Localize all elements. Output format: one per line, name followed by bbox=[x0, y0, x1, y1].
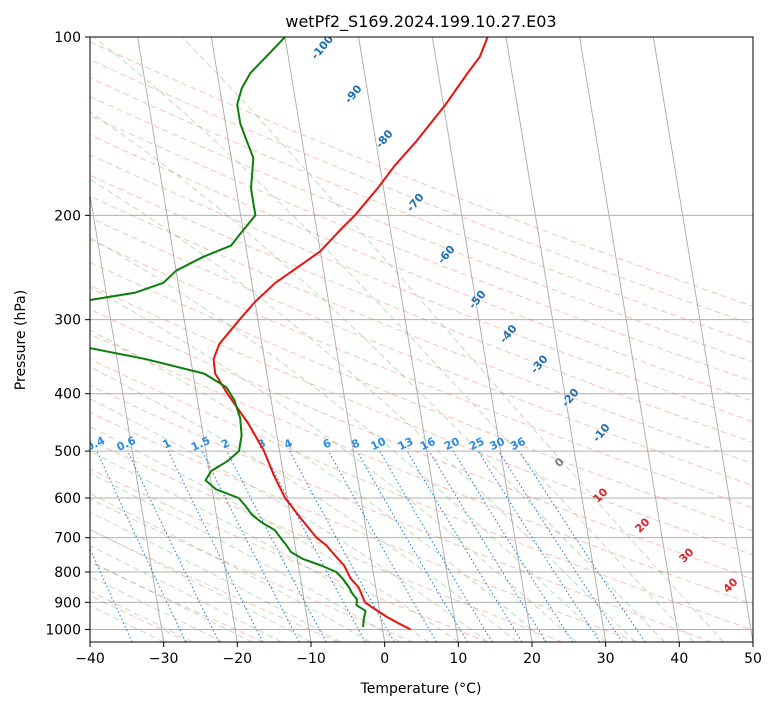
moist-adiabat-line bbox=[90, 473, 400, 642]
moist-adiabat-line bbox=[90, 178, 636, 642]
moist-adiabat-line bbox=[90, 237, 607, 642]
x-tick-label: 50 bbox=[744, 651, 762, 667]
dry-adiabat-line bbox=[90, 77, 753, 344]
isotherm-line bbox=[579, 37, 680, 642]
plot-area: -100-90-80-70-60-50-40-30-20-10010203040… bbox=[90, 37, 753, 642]
x-axis-ticks: −40 −30 −20 −10 0 10 20 30 40 50 bbox=[75, 642, 762, 667]
dry-adiabat-line bbox=[90, 561, 264, 642]
plot-frame bbox=[89, 36, 754, 643]
x-tick-label: 20 bbox=[523, 651, 541, 667]
x-tick-label: −10 bbox=[296, 651, 326, 667]
mixing-ratio-label: 16 bbox=[418, 435, 438, 453]
y-axis-ticks: 100 200 300 400 500 600 700 800 900 1000 bbox=[45, 30, 90, 638]
mixing-ratio-line bbox=[428, 450, 547, 642]
isotherm-line bbox=[284, 37, 386, 642]
pressure-gridlines bbox=[90, 37, 753, 630]
mixing-ratio-line bbox=[518, 450, 646, 642]
isotherm-line bbox=[210, 37, 312, 642]
y-tick-label: 800 bbox=[54, 565, 81, 581]
moist-adiabat-line bbox=[93, 37, 695, 642]
x-axis-label: Temperature (°C) bbox=[360, 681, 482, 697]
mixing-ratio-line bbox=[289, 450, 395, 642]
y-tick-label: 600 bbox=[54, 491, 81, 507]
y-tick-label: 400 bbox=[54, 387, 81, 403]
dry-adiabat-line bbox=[90, 114, 753, 382]
mixing-ratio-line bbox=[477, 450, 601, 642]
x-tick-label: −40 bbox=[75, 651, 105, 667]
mixing-ratio-line bbox=[167, 450, 264, 642]
moist-adiabat-line bbox=[181, 37, 724, 642]
mixing-ratio-label: 13 bbox=[396, 435, 415, 453]
moist-adiabat-line bbox=[90, 493, 371, 642]
moist-adiabat-line bbox=[90, 590, 194, 642]
isotherm-line bbox=[652, 37, 753, 642]
moist-adiabat-line bbox=[90, 426, 459, 642]
mixing-ratio-label: 30 bbox=[488, 435, 508, 453]
x-tick-label: 10 bbox=[449, 651, 467, 667]
chart-title: wetPf2_S169.2024.199.10.27.E03 bbox=[285, 12, 556, 32]
y-tick-label: 200 bbox=[54, 208, 81, 224]
dry-adiabat-line bbox=[90, 195, 753, 465]
y-tick-label: 900 bbox=[54, 595, 81, 611]
dry-adiabat-line bbox=[90, 174, 753, 443]
mixing-ratio-line bbox=[226, 450, 327, 642]
skewed-isotherms bbox=[90, 37, 753, 642]
moist-adiabat-line bbox=[90, 286, 577, 642]
dry-adiabat-line bbox=[90, 439, 563, 642]
y-tick-label: 300 bbox=[54, 313, 81, 329]
y-tick-label: 700 bbox=[54, 531, 81, 547]
dry-adiabat-line bbox=[90, 411, 638, 642]
moist-adiabat-line bbox=[90, 545, 282, 642]
mixing-ratio-label: 20 bbox=[442, 435, 462, 453]
mixing-ratio-line bbox=[498, 450, 623, 642]
isotherm-line bbox=[137, 37, 238, 642]
moist-adiabat-line bbox=[90, 560, 253, 642]
mixing-ratio-line bbox=[453, 450, 574, 642]
moist-adiabat-line bbox=[90, 575, 223, 642]
isotherm-line bbox=[431, 37, 533, 642]
dry-adiabat-line bbox=[90, 261, 753, 532]
dry-adiabats bbox=[90, 41, 753, 642]
dry-adiabat-line bbox=[90, 468, 488, 642]
mixing-ratio-label: 25 bbox=[467, 435, 486, 453]
mixing-ratio-label: 36 bbox=[508, 435, 528, 453]
mixing-ratio-line bbox=[262, 450, 366, 642]
x-tick-label: 30 bbox=[597, 651, 615, 667]
isotherm-line bbox=[90, 192, 165, 642]
mixing-ratio-label: 10 bbox=[369, 435, 389, 453]
isotherm-line bbox=[358, 37, 459, 642]
x-tick-label: 40 bbox=[670, 651, 688, 667]
x-tick-label: 0 bbox=[380, 651, 389, 667]
moist-adiabat-line bbox=[90, 528, 312, 642]
dry-adiabat-line bbox=[90, 239, 753, 509]
y-tick-label: 500 bbox=[54, 444, 81, 460]
profile-lines bbox=[90, 37, 489, 631]
dry-adiabat-line bbox=[90, 529, 339, 642]
mixing-ratio-lines bbox=[90, 450, 646, 642]
mixing-ratio-line bbox=[406, 450, 523, 642]
dry-adiabat-line bbox=[90, 59, 753, 326]
moist-adiabat-line bbox=[90, 111, 665, 642]
moist-adiabats bbox=[90, 37, 724, 642]
dewpoint-profile-line bbox=[90, 37, 367, 628]
x-tick-label: −20 bbox=[223, 651, 253, 667]
dry-adiabat-line bbox=[90, 358, 753, 631]
dry-adiabat-line bbox=[90, 134, 753, 402]
isotherm-line bbox=[505, 37, 607, 642]
moist-adiabat-line bbox=[90, 398, 489, 642]
moist-adiabat-line bbox=[90, 450, 430, 642]
y-tick-label: 1000 bbox=[45, 622, 81, 638]
dry-adiabat-line bbox=[90, 384, 712, 642]
y-tick-label: 100 bbox=[54, 30, 81, 46]
y-axis-label: Pressure (hPa) bbox=[13, 290, 29, 390]
x-tick-label: −30 bbox=[149, 651, 179, 667]
